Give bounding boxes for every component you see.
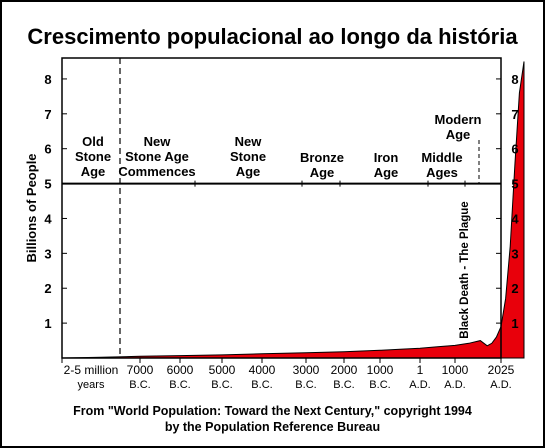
period-label: Stone Age — [125, 149, 189, 164]
x-tick-sublabel: A.D. — [444, 379, 465, 391]
x-tick-label: 2025 — [488, 363, 515, 377]
period-label: Modern — [435, 112, 482, 127]
y-tick-label-right: 2 — [511, 281, 518, 296]
y-tick-label-right: 6 — [511, 142, 518, 157]
period-label: Age — [81, 164, 106, 179]
period-label: Old — [82, 134, 104, 149]
y-tick-label-left: 2 — [44, 281, 51, 296]
x-tick-label: 1000 — [442, 363, 469, 377]
x-tick-sublabel: B.C. — [129, 379, 150, 391]
x-tick-label: 5000 — [209, 363, 236, 377]
y-tick-label-left: 7 — [44, 107, 51, 122]
x-tick-sublabel: A.D. — [490, 379, 511, 391]
population-area — [61, 61, 525, 359]
y-tick-label-left: 6 — [44, 142, 51, 157]
x-tick-sublabel: A.D. — [409, 379, 430, 391]
x-tick-label: 1000 — [367, 363, 394, 377]
y-tick-label-left: 4 — [44, 211, 52, 226]
period-label: Middle — [421, 150, 462, 165]
y-tick-label-right: 4 — [511, 211, 519, 226]
period-label: Age — [236, 164, 261, 179]
x-tick-label: 4000 — [249, 363, 276, 377]
x-tick-label: 2000 — [331, 363, 358, 377]
y-tick-label-left: 5 — [44, 177, 51, 192]
period-label: New — [144, 134, 172, 149]
period-label: Age — [446, 127, 471, 142]
y-tick-label-left: 8 — [44, 72, 51, 87]
y-tick-label-right: 3 — [511, 246, 518, 261]
period-label: Iron — [374, 150, 399, 165]
x-tick-sublabel: B.C. — [295, 379, 316, 391]
x-tick-sublabel: B.C. — [251, 379, 272, 391]
period-label: Age — [374, 165, 399, 180]
source-line-1: From "World Population: Toward the Next … — [73, 404, 472, 418]
period-label: Stone — [230, 149, 266, 164]
y-axis-label: Billions of People — [24, 153, 39, 262]
x-tick-sublabel: years — [78, 379, 105, 391]
y-tick-label-left: 1 — [44, 316, 51, 331]
y-tick-label-right: 7 — [511, 107, 518, 122]
black-death-annotation: Black Death - The Plague — [459, 201, 471, 338]
y-tick-label-right: 1 — [511, 316, 518, 331]
period-label: Ages — [426, 165, 458, 180]
y-tick-label-right: 8 — [511, 72, 518, 87]
period-label: Age — [310, 165, 335, 180]
source-line-2: by the Population Reference Bureau — [164, 420, 381, 434]
x-tick-sublabel: B.C. — [369, 379, 390, 391]
period-label: Stone — [75, 149, 111, 164]
x-tick-label: 1 — [417, 363, 424, 377]
y-tick-label-right: 5 — [511, 177, 518, 192]
y-tick-label-left: 3 — [44, 246, 51, 261]
period-label: New — [235, 134, 263, 149]
x-tick-label: 2-5 million — [64, 363, 119, 377]
chart-title: Crescimento populacional ao longo da his… — [27, 24, 518, 49]
period-label: Bronze — [300, 150, 344, 165]
period-label: Commences — [118, 164, 195, 179]
plot-border — [61, 57, 502, 359]
x-tick-sublabel: B.C. — [333, 379, 354, 391]
x-tick-sublabel: B.C. — [169, 379, 190, 391]
x-tick-sublabel: B.C. — [211, 379, 232, 391]
x-tick-label: 3000 — [293, 363, 320, 377]
x-tick-label: 6000 — [167, 363, 194, 377]
x-tick-label: 7000 — [127, 363, 154, 377]
